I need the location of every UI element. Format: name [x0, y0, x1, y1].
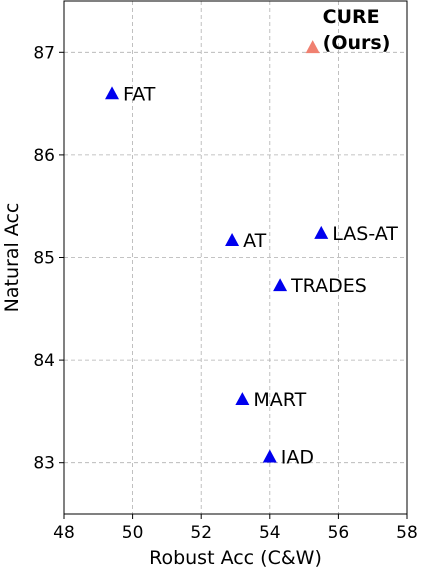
triangle-marker [314, 225, 329, 239]
y-axis-ticks: 83 84 85 86 87 [33, 43, 64, 474]
triangle-marker [235, 392, 250, 406]
x-tick-label: 54 [259, 523, 281, 543]
x-tick-label: 56 [328, 523, 350, 543]
triangle-marker [273, 278, 288, 292]
y-axis-label: Natural Acc [1, 203, 23, 313]
x-tick-label: 48 [53, 523, 75, 543]
y-tick-label: 86 [33, 146, 55, 166]
point-label: IAD [281, 447, 314, 469]
grid-lines [63, 1, 408, 514]
point-label: AT [243, 230, 267, 252]
point-label: MART [253, 389, 306, 411]
point-label: LAS-AT [332, 223, 398, 245]
x-axis-label: Robust Acc (C&W) [149, 547, 322, 568]
point-label: (Ours) [323, 32, 391, 54]
point-label: FAT [123, 83, 156, 105]
triangle-marker [262, 449, 277, 463]
x-tick-label: 52 [190, 523, 212, 543]
triangle-marker [105, 86, 120, 100]
x-tick-label: 50 [122, 523, 144, 543]
point-label: CURE [323, 6, 380, 28]
x-tick-label: 58 [396, 523, 418, 543]
triangle-marker [305, 40, 320, 54]
y-tick-label: 85 [33, 249, 55, 269]
triangle-marker [225, 233, 240, 247]
y-tick-label: 84 [33, 351, 55, 371]
y-tick-label: 83 [33, 454, 55, 474]
y-tick-label: 87 [33, 43, 55, 63]
point-label: TRADES [290, 275, 367, 297]
x-axis-ticks: 48 50 52 54 56 58 [53, 514, 418, 543]
data-points: FAT AT LAS-AT TRADES MART IAD CURE (Ours) [105, 6, 398, 469]
